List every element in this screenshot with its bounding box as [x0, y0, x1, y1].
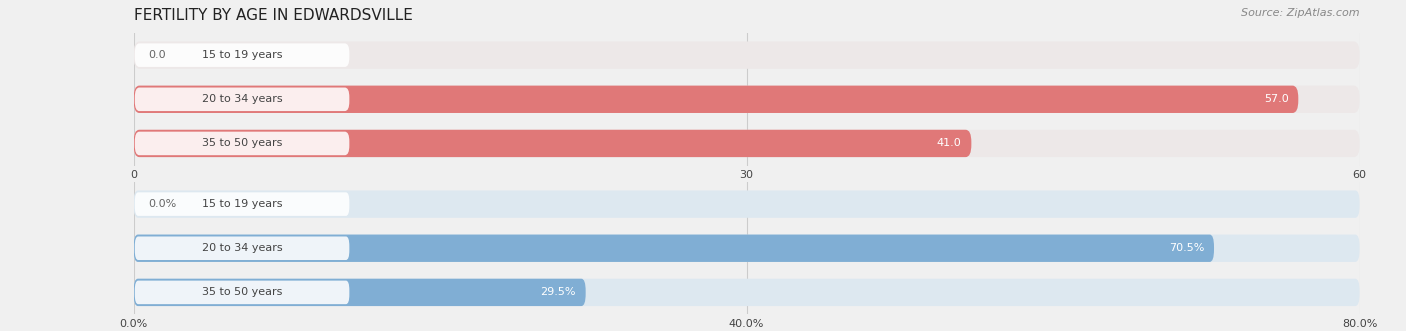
Text: 15 to 19 years: 15 to 19 years — [202, 50, 283, 60]
FancyBboxPatch shape — [134, 235, 1213, 262]
FancyBboxPatch shape — [134, 279, 586, 306]
FancyBboxPatch shape — [135, 132, 349, 155]
Text: 20 to 34 years: 20 to 34 years — [202, 94, 283, 104]
FancyBboxPatch shape — [134, 235, 1360, 262]
FancyBboxPatch shape — [134, 279, 1360, 306]
Text: 35 to 50 years: 35 to 50 years — [202, 287, 283, 297]
Text: 70.5%: 70.5% — [1168, 243, 1204, 253]
FancyBboxPatch shape — [135, 87, 349, 111]
FancyBboxPatch shape — [135, 192, 349, 216]
FancyBboxPatch shape — [134, 86, 1360, 113]
Text: 41.0: 41.0 — [936, 138, 962, 148]
Text: 15 to 19 years: 15 to 19 years — [202, 199, 283, 209]
Text: 0.0%: 0.0% — [148, 199, 177, 209]
Text: Source: ZipAtlas.com: Source: ZipAtlas.com — [1241, 8, 1360, 18]
Text: 35 to 50 years: 35 to 50 years — [202, 138, 283, 148]
FancyBboxPatch shape — [134, 130, 972, 157]
FancyBboxPatch shape — [134, 41, 1360, 69]
Text: 57.0: 57.0 — [1264, 94, 1288, 104]
Text: 29.5%: 29.5% — [540, 287, 576, 297]
Text: 20 to 34 years: 20 to 34 years — [202, 243, 283, 253]
Text: 0.0: 0.0 — [148, 50, 166, 60]
FancyBboxPatch shape — [135, 281, 349, 304]
FancyBboxPatch shape — [134, 86, 1298, 113]
FancyBboxPatch shape — [135, 236, 349, 260]
FancyBboxPatch shape — [134, 130, 1360, 157]
Text: FERTILITY BY AGE IN EDWARDSVILLE: FERTILITY BY AGE IN EDWARDSVILLE — [134, 8, 412, 23]
FancyBboxPatch shape — [135, 43, 349, 67]
FancyBboxPatch shape — [134, 190, 1360, 218]
